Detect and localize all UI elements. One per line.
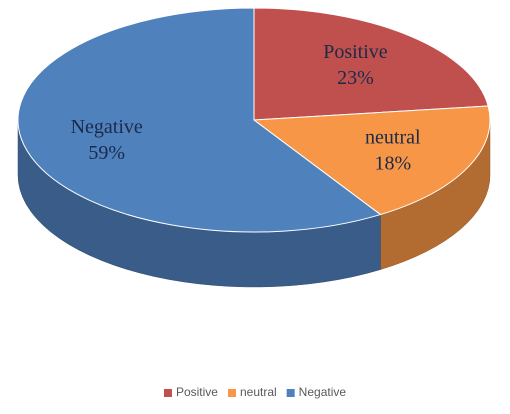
slice-label-value: 18% bbox=[374, 153, 411, 175]
pie-slice bbox=[253, 7, 489, 121]
pie-slice bbox=[17, 7, 382, 233]
legend-swatch bbox=[286, 389, 295, 397]
slice-label-value: 59% bbox=[88, 142, 125, 164]
legend-swatch bbox=[227, 389, 236, 397]
pie-slice bbox=[252, 105, 491, 216]
legend-label: Positive bbox=[176, 385, 218, 399]
legend-swatch bbox=[163, 389, 172, 397]
slice-label-name: Positive bbox=[323, 41, 388, 63]
slice-label-name: Negative bbox=[71, 116, 143, 138]
legend: Positive neutral Negative bbox=[163, 385, 347, 399]
slice-label-value: 23% bbox=[337, 67, 374, 89]
legend-label: neutral bbox=[240, 385, 277, 399]
legend-label: Negative bbox=[299, 385, 347, 399]
slice-label-name: neutral bbox=[365, 127, 421, 149]
